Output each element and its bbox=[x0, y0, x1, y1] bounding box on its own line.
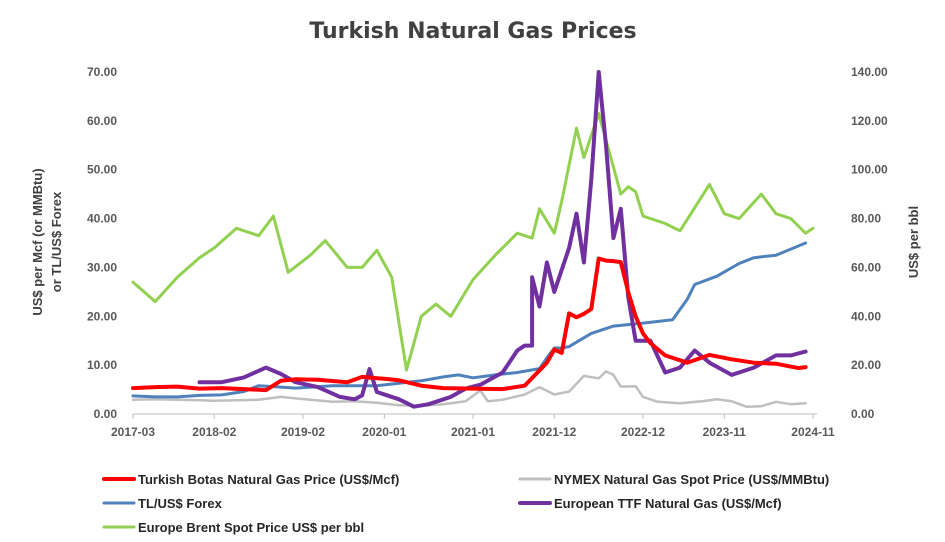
x-tick-label: 2022-12 bbox=[621, 425, 665, 439]
left-axis-title-line1: US$ per Mcf (or MMBtu) bbox=[30, 168, 45, 315]
left-y-tick-label: 20.00 bbox=[87, 309, 117, 323]
right-y-tick-label: 140.00 bbox=[851, 65, 888, 79]
series-line-nymex-natural-gas-spot-price-us-mmbtu bbox=[131, 370, 807, 408]
legend-label: TL/US$ Forex bbox=[138, 496, 223, 511]
x-tick-label: 2017-03 bbox=[111, 425, 155, 439]
left-y-tick-labels: 0.00 10.00 20.00 30.00 40.00 50.00 60.00 70.00 bbox=[87, 65, 117, 421]
right-y-tick-label: 40.00 bbox=[851, 309, 881, 323]
chart-title: Turkish Natural Gas Prices bbox=[309, 19, 636, 44]
left-axis-title-line2: or TL/US$ Forex bbox=[49, 191, 64, 292]
legend: Turkish Botas Natural Gas Price (US$/Mcf… bbox=[102, 472, 829, 535]
right-y-tick-label: 80.00 bbox=[851, 212, 881, 226]
x-axis: 2017-03 2018-02 2019-02 2020-01 2021-01 2021-… bbox=[111, 413, 835, 439]
left-y-tick-label: 50.00 bbox=[87, 163, 117, 177]
x-tick-label: 2018-02 bbox=[192, 425, 236, 439]
right-y-tick-labels: 0.00 20.00 40.00 60.00 80.00 100.00 120.00 140.… bbox=[851, 65, 888, 421]
right-y-tick-label: 0.00 bbox=[851, 407, 875, 421]
right-y-tick-label: 120.00 bbox=[851, 114, 888, 128]
legend-item: Europe Brent Spot Price US$ per bbl bbox=[102, 520, 364, 535]
legend-item: TL/US$ Forex bbox=[102, 496, 223, 511]
x-tick-label: 2019-02 bbox=[281, 425, 325, 439]
series-line-turkish-botas-natural-gas-price-us-mcf bbox=[131, 256, 808, 393]
left-y-tick-label: 0.00 bbox=[94, 407, 118, 421]
left-axis-title: US$ per Mcf (or MMBtu) or TL/US$ Forex bbox=[30, 168, 64, 315]
series-line-europe-brent-spot-price-us-per-bbl bbox=[131, 112, 815, 372]
x-tick-label: 2024-11 bbox=[791, 425, 835, 439]
left-y-tick-label: 10.00 bbox=[87, 358, 117, 372]
right-y-tick-label: 20.00 bbox=[851, 358, 881, 372]
series-line-tl-us-forex bbox=[131, 241, 808, 399]
x-tick-label: 2021-12 bbox=[532, 425, 576, 439]
legend-label: NYMEX Natural Gas Spot Price (US$/MMBtu) bbox=[554, 472, 829, 487]
series-lines bbox=[131, 70, 815, 409]
legend-label: European TTF Natural Gas (US$/Mcf) bbox=[554, 496, 782, 511]
left-y-tick-label: 30.00 bbox=[87, 260, 117, 274]
series-line-european-ttf-natural-gas-us-mcf bbox=[197, 70, 808, 409]
x-tick-label: 2021-01 bbox=[451, 425, 495, 439]
legend-item: NYMEX Natural Gas Spot Price (US$/MMBtu) bbox=[518, 472, 829, 487]
left-y-tick-label: 40.00 bbox=[87, 212, 117, 226]
left-y-tick-label: 60.00 bbox=[87, 114, 117, 128]
x-tick-label: 2023-11 bbox=[703, 425, 747, 439]
left-y-tick-label: 70.00 bbox=[87, 65, 117, 79]
legend-item: European TTF Natural Gas (US$/Mcf) bbox=[518, 496, 782, 511]
legend-label: Europe Brent Spot Price US$ per bbl bbox=[138, 520, 364, 535]
legend-label: Turkish Botas Natural Gas Price (US$/Mcf… bbox=[138, 472, 399, 487]
right-y-tick-label: 60.00 bbox=[851, 260, 881, 274]
right-axis-title-text: US$ per bbl bbox=[906, 206, 921, 278]
x-tick-label: 2020-01 bbox=[362, 425, 406, 439]
legend-item: Turkish Botas Natural Gas Price (US$/Mcf… bbox=[102, 472, 399, 487]
right-axis-title: US$ per bbl bbox=[906, 206, 921, 278]
right-y-tick-label: 100.00 bbox=[851, 163, 888, 177]
